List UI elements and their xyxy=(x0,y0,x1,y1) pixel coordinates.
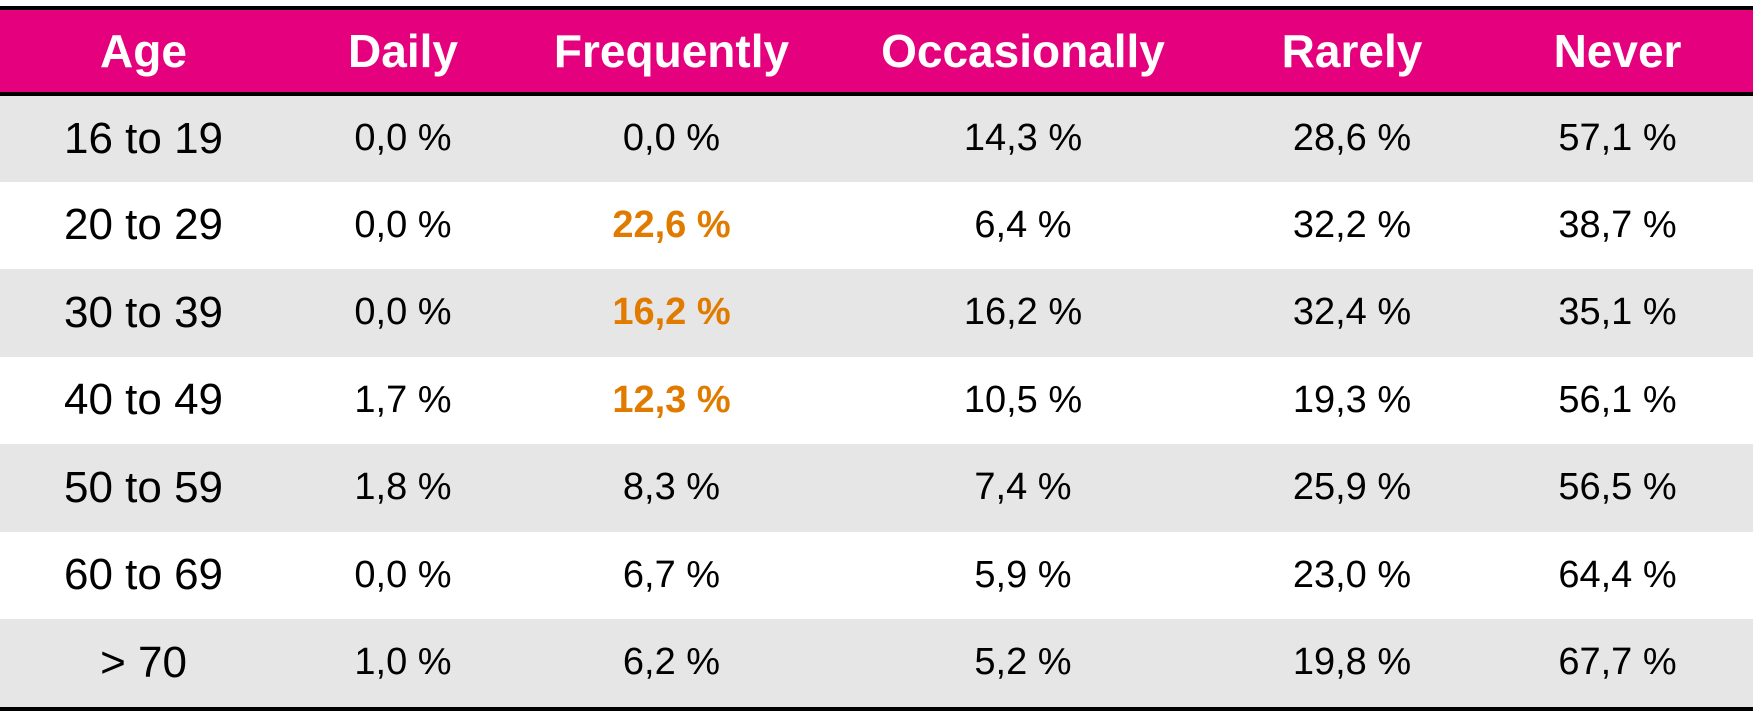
age-cell: 60 to 69 xyxy=(0,531,287,619)
column-header-never: Never xyxy=(1482,10,1753,96)
daily-cell: 0,0 % xyxy=(287,94,519,182)
table-row: 50 to 59 1,8 % 8,3 % 7,4 % 25,9 % 56,5 % xyxy=(0,444,1753,532)
frequently-cell-highlighted: 12,3 % xyxy=(519,356,824,444)
occasionally-cell: 10,5 % xyxy=(824,356,1222,444)
frequently-cell: 8,3 % xyxy=(519,444,824,532)
table-row: 30 to 39 0,0 % 16,2 % 16,2 % 32,4 % 35,1… xyxy=(0,269,1753,357)
table-row: > 70 1,0 % 6,2 % 5,2 % 19,8 % 67,7 % xyxy=(0,619,1753,707)
column-header-rarely: Rarely xyxy=(1222,10,1482,96)
daily-cell: 1,7 % xyxy=(287,356,519,444)
daily-cell: 1,0 % xyxy=(287,619,519,707)
never-cell: 67,7 % xyxy=(1482,619,1753,707)
column-header-frequently: Frequently xyxy=(519,10,824,96)
occasionally-cell: 5,2 % xyxy=(824,619,1222,707)
table-row: 16 to 19 0,0 % 0,0 % 14,3 % 28,6 % 57,1 … xyxy=(0,94,1753,182)
frequently-cell: 6,7 % xyxy=(519,531,824,619)
table-row: 60 to 69 0,0 % 6,7 % 5,9 % 23,0 % 64,4 % xyxy=(0,531,1753,619)
rarely-cell: 25,9 % xyxy=(1222,444,1482,532)
daily-cell: 1,8 % xyxy=(287,444,519,532)
data-table-container: Age Daily Frequently Occasionally Rarely… xyxy=(0,6,1753,711)
age-cell: 16 to 19 xyxy=(0,94,287,182)
never-cell: 57,1 % xyxy=(1482,94,1753,182)
never-cell: 56,1 % xyxy=(1482,356,1753,444)
age-cell: 30 to 39 xyxy=(0,269,287,357)
age-cell: 40 to 49 xyxy=(0,356,287,444)
rarely-cell: 32,2 % xyxy=(1222,181,1482,269)
table-row: 40 to 49 1,7 % 12,3 % 10,5 % 19,3 % 56,1… xyxy=(0,356,1753,444)
never-cell: 64,4 % xyxy=(1482,531,1753,619)
age-cell: 20 to 29 xyxy=(0,181,287,269)
occasionally-cell: 14,3 % xyxy=(824,94,1222,182)
occasionally-cell: 7,4 % xyxy=(824,444,1222,532)
occasionally-cell: 16,2 % xyxy=(824,269,1222,357)
daily-cell: 0,0 % xyxy=(287,531,519,619)
rarely-cell: 32,4 % xyxy=(1222,269,1482,357)
age-cell: 50 to 59 xyxy=(0,444,287,532)
rarely-cell: 28,6 % xyxy=(1222,94,1482,182)
table-row: 20 to 29 0,0 % 22,6 % 6,4 % 32,2 % 38,7 … xyxy=(0,181,1753,269)
column-header-age: Age xyxy=(0,10,287,96)
occasionally-cell: 5,9 % xyxy=(824,531,1222,619)
column-header-daily: Daily xyxy=(287,10,519,96)
age-cell: > 70 xyxy=(0,619,287,707)
frequently-cell: 6,2 % xyxy=(519,619,824,707)
daily-cell: 0,0 % xyxy=(287,181,519,269)
never-cell: 38,7 % xyxy=(1482,181,1753,269)
daily-cell: 0,0 % xyxy=(287,269,519,357)
header-row: Age Daily Frequently Occasionally Rarely… xyxy=(0,10,1753,96)
column-header-occasionally: Occasionally xyxy=(824,10,1222,96)
occasionally-cell: 6,4 % xyxy=(824,181,1222,269)
rarely-cell: 19,3 % xyxy=(1222,356,1482,444)
never-cell: 56,5 % xyxy=(1482,444,1753,532)
rarely-cell: 19,8 % xyxy=(1222,619,1482,707)
frequently-cell-highlighted: 16,2 % xyxy=(519,269,824,357)
data-table: Age Daily Frequently Occasionally Rarely… xyxy=(0,10,1753,707)
frequently-cell-highlighted: 22,6 % xyxy=(519,181,824,269)
rarely-cell: 23,0 % xyxy=(1222,531,1482,619)
frequently-cell: 0,0 % xyxy=(519,94,824,182)
never-cell: 35,1 % xyxy=(1482,269,1753,357)
